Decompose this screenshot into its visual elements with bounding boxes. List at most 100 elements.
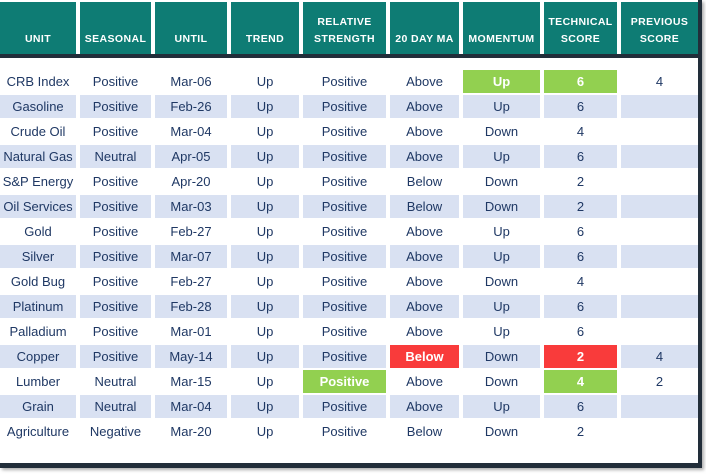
cell-until: Mar-15 — [155, 370, 227, 393]
cell-seasonal: Positive — [80, 70, 151, 93]
cell-unit: Copper — [0, 345, 76, 368]
cell-unit: Grain — [0, 395, 76, 418]
cell-previous_score — [621, 270, 698, 293]
cell-seasonal: Neutral — [80, 370, 151, 393]
cell-seasonal: Neutral — [80, 145, 151, 168]
column-header-ma20: 20 DAY MA — [390, 2, 459, 54]
cell-until: Mar-03 — [155, 195, 227, 218]
cell-ma20: Below — [390, 345, 459, 368]
cell-technical_score: 4 — [544, 120, 617, 143]
cell-unit: Agriculture — [0, 420, 76, 443]
cell-until: Mar-04 — [155, 120, 227, 143]
cell-momentum: Down — [463, 420, 540, 443]
cell-technical_score: 4 — [544, 370, 617, 393]
cell-ma20: Above — [390, 320, 459, 343]
cell-unit: Natural Gas — [0, 145, 76, 168]
column-header-previous_score: PREVIOUS SCORE — [621, 2, 698, 54]
cell-momentum: Up — [463, 245, 540, 268]
cell-technical_score: 6 — [544, 70, 617, 93]
cell-until: Mar-06 — [155, 70, 227, 93]
cell-until: Mar-20 — [155, 420, 227, 443]
cell-until: Feb-27 — [155, 270, 227, 293]
cell-momentum: Down — [463, 345, 540, 368]
cell-previous_score: 2 — [621, 370, 698, 393]
cell-unit: Lumber — [0, 370, 76, 393]
table-header-row: UNIT SEASONAL UNTIL TREND RELATIVE STRENGTH 2… — [0, 2, 698, 54]
cell-previous_score — [621, 220, 698, 243]
cell-trend: Up — [231, 145, 299, 168]
cell-unit: Gasoline — [0, 95, 76, 118]
cell-unit: Platinum — [0, 295, 76, 318]
cell-previous_score: 4 — [621, 70, 698, 93]
cell-trend: Up — [231, 220, 299, 243]
column-header-unit: UNIT — [0, 2, 76, 54]
cell-seasonal: Positive — [80, 195, 151, 218]
cell-ma20: Below — [390, 170, 459, 193]
cell-trend: Up — [231, 245, 299, 268]
cell-unit: Gold — [0, 220, 76, 243]
cell-unit: Crude Oil — [0, 120, 76, 143]
cell-unit: Gold Bug — [0, 270, 76, 293]
cell-momentum: Up — [463, 95, 540, 118]
cell-trend: Up — [231, 120, 299, 143]
cell-relative_strength: Positive — [303, 420, 386, 443]
cell-previous_score — [621, 195, 698, 218]
cell-trend: Up — [231, 295, 299, 318]
cell-trend: Up — [231, 320, 299, 343]
cell-ma20: Above — [390, 395, 459, 418]
cell-momentum: Up — [463, 220, 540, 243]
cell-relative_strength: Positive — [303, 370, 386, 393]
cell-technical_score: 4 — [544, 270, 617, 293]
cell-seasonal: Positive — [80, 220, 151, 243]
cell-until: Apr-05 — [155, 145, 227, 168]
cell-relative_strength: Positive — [303, 345, 386, 368]
cell-seasonal: Positive — [80, 345, 151, 368]
cell-technical_score: 6 — [544, 245, 617, 268]
cell-ma20: Above — [390, 220, 459, 243]
column-header-until: UNTIL — [155, 2, 227, 54]
cell-unit: Silver — [0, 245, 76, 268]
cell-relative_strength: Positive — [303, 95, 386, 118]
cell-relative_strength: Positive — [303, 245, 386, 268]
cell-ma20: Above — [390, 295, 459, 318]
cell-ma20: Above — [390, 245, 459, 268]
cell-technical_score: 6 — [544, 320, 617, 343]
cell-unit: S&P Energy — [0, 170, 76, 193]
cell-technical_score: 6 — [544, 395, 617, 418]
cell-technical_score: 2 — [544, 170, 617, 193]
cell-previous_score — [621, 320, 698, 343]
cell-unit: Oil Services — [0, 195, 76, 218]
cell-ma20: Below — [390, 195, 459, 218]
table-body: CRB Index Positive Mar-06 Up Positive Above Up… — [0, 70, 698, 443]
cell-seasonal: Positive — [80, 120, 151, 143]
cell-relative_strength: Positive — [303, 395, 386, 418]
cell-ma20: Below — [390, 420, 459, 443]
cell-previous_score — [621, 395, 698, 418]
column-header-technical_score: TECHNICAL SCORE — [544, 2, 617, 54]
cell-relative_strength: Positive — [303, 170, 386, 193]
cell-until: Feb-26 — [155, 95, 227, 118]
cell-until: May-14 — [155, 345, 227, 368]
cell-trend: Up — [231, 170, 299, 193]
cell-trend: Up — [231, 70, 299, 93]
cell-technical_score: 6 — [544, 295, 617, 318]
header-gap — [0, 58, 698, 70]
cell-momentum: Down — [463, 270, 540, 293]
cell-momentum: Down — [463, 195, 540, 218]
cell-seasonal: Positive — [80, 170, 151, 193]
cell-trend: Up — [231, 370, 299, 393]
header-divider — [0, 54, 698, 58]
cell-ma20: Above — [390, 70, 459, 93]
cell-previous_score — [621, 295, 698, 318]
cell-momentum: Up — [463, 320, 540, 343]
cell-relative_strength: Positive — [303, 195, 386, 218]
cell-relative_strength: Positive — [303, 70, 386, 93]
cell-previous_score — [621, 245, 698, 268]
cell-trend: Up — [231, 395, 299, 418]
cell-until: Apr-20 — [155, 170, 227, 193]
cell-ma20: Above — [390, 120, 459, 143]
cell-previous_score — [621, 95, 698, 118]
cell-technical_score: 2 — [544, 345, 617, 368]
cell-ma20: Above — [390, 270, 459, 293]
